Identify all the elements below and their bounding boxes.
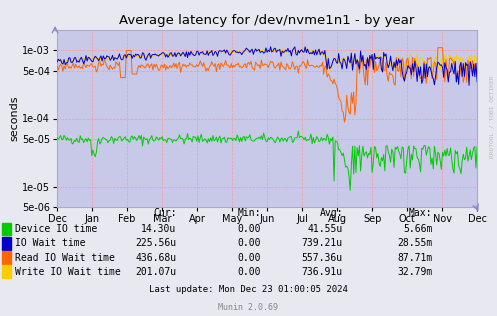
Text: 201.07u: 201.07u xyxy=(135,267,176,277)
Text: Munin 2.0.69: Munin 2.0.69 xyxy=(219,303,278,312)
Text: RRDTOOL / TOBI OETIKER: RRDTOOL / TOBI OETIKER xyxy=(490,76,495,158)
Text: 5.66m: 5.66m xyxy=(403,224,432,234)
Text: 225.56u: 225.56u xyxy=(135,238,176,248)
Text: Read IO Wait time: Read IO Wait time xyxy=(15,252,115,263)
Text: 28.55m: 28.55m xyxy=(397,238,432,248)
Text: IO Wait time: IO Wait time xyxy=(15,238,86,248)
Title: Average latency for /dev/nvme1n1 - by year: Average latency for /dev/nvme1n1 - by ye… xyxy=(119,15,415,27)
Text: 436.68u: 436.68u xyxy=(135,252,176,263)
Text: 0.00: 0.00 xyxy=(238,224,261,234)
Text: Last update: Mon Dec 23 01:00:05 2024: Last update: Mon Dec 23 01:00:05 2024 xyxy=(149,285,348,294)
Text: 0.00: 0.00 xyxy=(238,252,261,263)
Text: 14.30u: 14.30u xyxy=(141,224,176,234)
Text: Device IO time: Device IO time xyxy=(15,224,97,234)
Text: Cur:: Cur: xyxy=(153,209,176,218)
Text: Max:: Max: xyxy=(409,209,432,218)
Text: 87.71m: 87.71m xyxy=(397,252,432,263)
Text: 41.55u: 41.55u xyxy=(308,224,343,234)
Text: 0.00: 0.00 xyxy=(238,267,261,277)
Text: Avg:: Avg: xyxy=(320,209,343,218)
Text: 0.00: 0.00 xyxy=(238,238,261,248)
Text: 736.91u: 736.91u xyxy=(302,267,343,277)
Y-axis label: seconds: seconds xyxy=(9,96,19,141)
Text: 739.21u: 739.21u xyxy=(302,238,343,248)
Text: Min:: Min: xyxy=(238,209,261,218)
Text: 557.36u: 557.36u xyxy=(302,252,343,263)
Text: 32.79m: 32.79m xyxy=(397,267,432,277)
Text: Write IO Wait time: Write IO Wait time xyxy=(15,267,121,277)
